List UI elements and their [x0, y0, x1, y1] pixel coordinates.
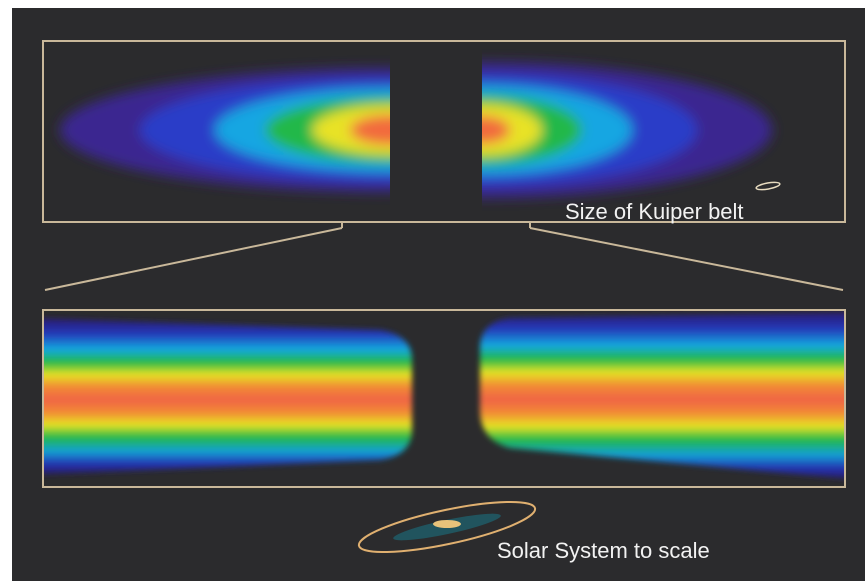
solar-label: Solar System to scale — [497, 538, 710, 563]
disk-zoom-left — [30, 318, 412, 475]
page: Size of Kuiper belt Solar System to scal… — [0, 0, 865, 581]
sun — [433, 520, 461, 528]
kuiper-label: Size of Kuiper belt — [565, 199, 744, 224]
disk-figure: Size of Kuiper belt Solar System to scal… — [0, 0, 865, 581]
